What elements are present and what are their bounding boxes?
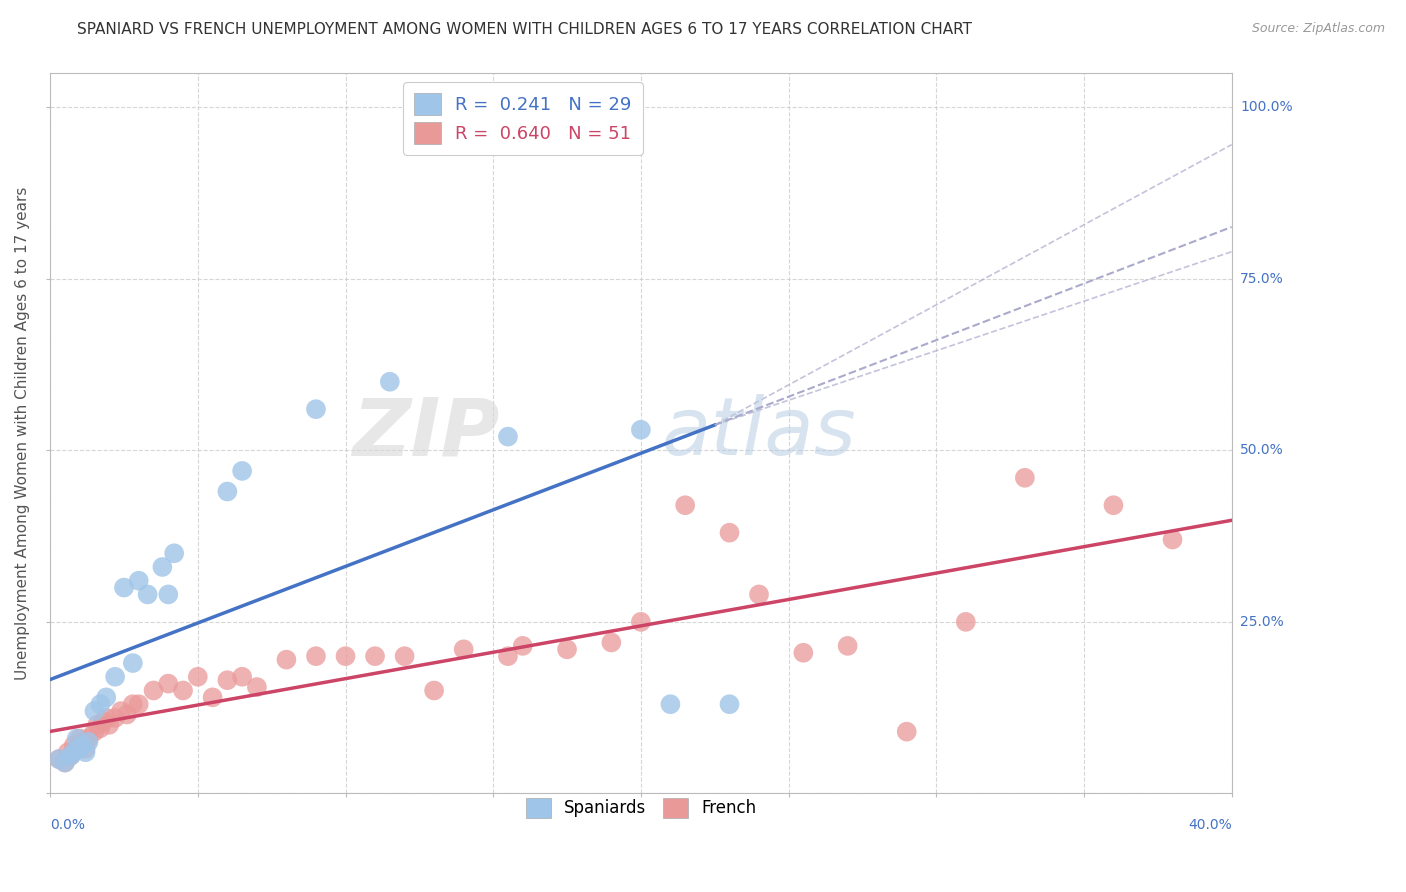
- Text: 0.0%: 0.0%: [51, 818, 86, 832]
- Point: [201, 690, 224, 705]
- Point: [142, 683, 165, 698]
- Point: [53, 756, 76, 770]
- Point: [305, 402, 328, 417]
- Point: [217, 484, 239, 499]
- Text: 40.0%: 40.0%: [1188, 818, 1232, 832]
- Point: [600, 635, 623, 649]
- Point: [66, 741, 89, 756]
- Point: [128, 697, 150, 711]
- Point: [792, 646, 814, 660]
- Point: [378, 375, 401, 389]
- Point: [110, 704, 132, 718]
- Legend: Spaniards, French: Spaniards, French: [519, 791, 763, 825]
- Text: atlas: atlas: [662, 394, 856, 472]
- Point: [673, 498, 696, 512]
- Point: [59, 748, 82, 763]
- Point: [423, 683, 446, 698]
- Point: [157, 587, 180, 601]
- Point: [217, 673, 239, 688]
- Text: ZIP: ZIP: [352, 394, 499, 472]
- Point: [1161, 533, 1184, 547]
- Point: [136, 587, 159, 601]
- Point: [157, 676, 180, 690]
- Point: [246, 680, 269, 694]
- Point: [659, 697, 682, 711]
- Point: [89, 721, 111, 735]
- Point: [453, 642, 475, 657]
- Point: [955, 615, 977, 629]
- Point: [83, 724, 105, 739]
- Point: [53, 756, 76, 770]
- Point: [496, 429, 519, 443]
- Text: SPANIARD VS FRENCH UNEMPLOYMENT AMONG WOMEN WITH CHILDREN AGES 6 TO 17 YEARS COR: SPANIARD VS FRENCH UNEMPLOYMENT AMONG WO…: [77, 22, 973, 37]
- Point: [1014, 471, 1036, 485]
- Point: [75, 745, 97, 759]
- Point: [630, 615, 652, 629]
- Point: [66, 731, 89, 746]
- Point: [62, 745, 84, 759]
- Text: Source: ZipAtlas.com: Source: ZipAtlas.com: [1251, 22, 1385, 36]
- Point: [231, 670, 253, 684]
- Point: [121, 656, 143, 670]
- Point: [96, 690, 118, 705]
- Point: [394, 649, 416, 664]
- Point: [630, 423, 652, 437]
- Point: [115, 707, 138, 722]
- Point: [75, 741, 97, 756]
- Point: [128, 574, 150, 588]
- Point: [62, 739, 84, 753]
- Point: [112, 581, 135, 595]
- Point: [496, 649, 519, 664]
- Point: [364, 649, 387, 664]
- Text: 50.0%: 50.0%: [1240, 443, 1284, 458]
- Point: [72, 735, 94, 749]
- Point: [91, 714, 114, 729]
- Point: [77, 731, 100, 746]
- Point: [335, 649, 357, 664]
- Point: [56, 745, 79, 759]
- Point: [86, 718, 108, 732]
- Text: 100.0%: 100.0%: [1240, 100, 1292, 114]
- Point: [512, 639, 534, 653]
- Point: [187, 670, 209, 684]
- Point: [96, 711, 118, 725]
- Point: [1102, 498, 1125, 512]
- Point: [150, 560, 173, 574]
- Text: 75.0%: 75.0%: [1240, 272, 1284, 285]
- Text: 25.0%: 25.0%: [1240, 615, 1284, 629]
- Point: [89, 697, 111, 711]
- Point: [98, 718, 121, 732]
- Point: [172, 683, 194, 698]
- Point: [48, 752, 70, 766]
- Point: [555, 642, 578, 657]
- Point: [104, 670, 127, 684]
- Point: [83, 704, 105, 718]
- Point: [77, 735, 100, 749]
- Point: [276, 652, 298, 666]
- Point: [748, 587, 770, 601]
- Point: [423, 128, 446, 142]
- Point: [69, 741, 91, 756]
- Point: [59, 748, 82, 763]
- Point: [72, 739, 94, 753]
- Point: [718, 697, 741, 711]
- Point: [48, 752, 70, 766]
- Point: [305, 649, 328, 664]
- Point: [104, 711, 127, 725]
- Y-axis label: Unemployment Among Women with Children Ages 6 to 17 years: Unemployment Among Women with Children A…: [15, 186, 30, 680]
- Point: [837, 639, 859, 653]
- Point: [121, 697, 143, 711]
- Point: [231, 464, 253, 478]
- Point: [163, 546, 186, 560]
- Point: [69, 731, 91, 746]
- Point: [718, 525, 741, 540]
- Point: [896, 724, 918, 739]
